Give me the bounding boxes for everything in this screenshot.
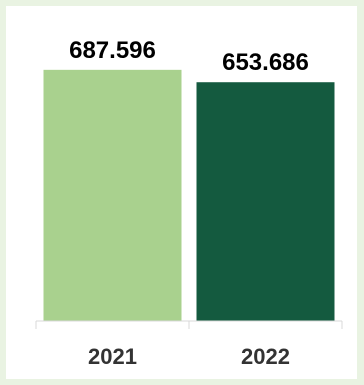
- data-label-2022: 653.686: [222, 49, 309, 76]
- x-axis-ticks: [35, 321, 343, 329]
- data-labels-layer: 687.596 653.686: [69, 37, 309, 76]
- data-label-2021: 687.596: [69, 37, 156, 64]
- bar-chart: 687.596 653.686 2021 2022: [35, 37, 343, 369]
- x-axis-tick-labels: 2021 2022: [88, 344, 290, 369]
- bars-layer: [43, 69, 335, 322]
- bar-2022: [196, 82, 335, 322]
- bar-2021: [43, 69, 182, 321]
- x-tick-label-2022: 2022: [241, 344, 290, 369]
- x-tick-label-2021: 2021: [88, 344, 137, 369]
- chart-panel: 687.596 653.686 2021 2022: [6, 6, 357, 379]
